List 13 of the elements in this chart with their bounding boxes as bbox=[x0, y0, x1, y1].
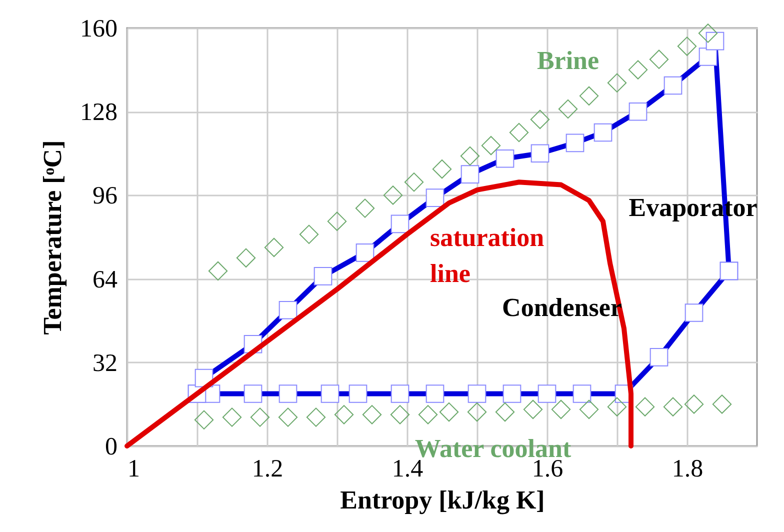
series-label: Brine bbox=[536, 46, 600, 75]
series-label: saturation line bbox=[430, 223, 545, 288]
y-axis-title: Temperature [ᵒC] bbox=[38, 140, 67, 335]
y-tick-label: 128 bbox=[80, 99, 118, 126]
x-tick-label: 1.2 bbox=[252, 456, 284, 482]
y-tick-label: 96 bbox=[92, 182, 118, 210]
x-tick-label: 1.8 bbox=[672, 456, 704, 482]
y-tick-label: 160 bbox=[80, 16, 118, 42]
y-tick-label: 0 bbox=[105, 434, 118, 460]
y-tick-label: 32 bbox=[92, 350, 118, 377]
x-axis-title: Entropy [kJ/kg K] bbox=[340, 486, 545, 514]
x-tick-label: 1 bbox=[128, 456, 140, 482]
y-tick-label: 64 bbox=[92, 266, 118, 294]
